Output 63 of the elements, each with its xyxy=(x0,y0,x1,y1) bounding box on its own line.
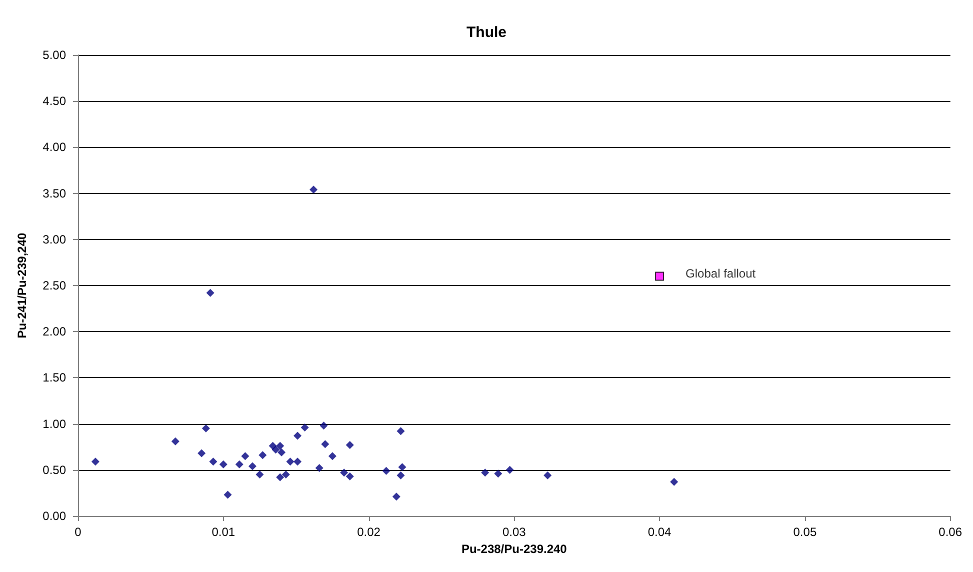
point xyxy=(300,423,309,432)
point xyxy=(320,422,328,430)
y-tick-label: 4.00 xyxy=(42,140,66,154)
y-tick-label: 0.50 xyxy=(42,462,66,477)
point xyxy=(235,460,244,468)
x-tick-label: 0.01 xyxy=(212,525,236,539)
y-tick-label: 1.50 xyxy=(42,370,66,385)
x-tick-label: 0.06 xyxy=(938,525,962,539)
point xyxy=(670,478,678,486)
y-tick-label: 1.00 xyxy=(42,416,66,431)
point xyxy=(494,470,502,478)
point xyxy=(481,468,490,477)
point xyxy=(224,490,232,499)
point xyxy=(256,470,264,479)
point xyxy=(202,424,210,432)
point xyxy=(346,441,354,450)
point xyxy=(91,458,100,466)
point xyxy=(198,449,206,458)
x-tick-label: 0 xyxy=(74,525,82,539)
point xyxy=(398,463,406,472)
point xyxy=(310,186,318,194)
point xyxy=(544,471,552,480)
y-tick-label: 2.00 xyxy=(42,324,66,339)
point xyxy=(294,432,302,440)
point xyxy=(506,466,514,474)
point xyxy=(248,462,256,470)
y-tick-label: 0.00 xyxy=(42,509,66,523)
point xyxy=(219,460,228,468)
point xyxy=(286,458,294,466)
y-tick-label: 2.50 xyxy=(42,278,66,292)
point xyxy=(276,442,284,450)
point xyxy=(206,288,214,297)
point xyxy=(278,448,286,456)
y-tick-label: 3.50 xyxy=(42,186,66,200)
point xyxy=(392,492,400,501)
point xyxy=(209,458,218,466)
point xyxy=(340,468,348,477)
point xyxy=(315,464,324,472)
point xyxy=(655,272,664,281)
point xyxy=(294,458,302,466)
y-tick-label: 4.50 xyxy=(42,94,66,108)
x-tick-label: 0.03 xyxy=(502,525,526,539)
y-tick-label: 5.00 xyxy=(42,48,66,62)
point xyxy=(321,440,330,448)
point xyxy=(382,466,390,475)
point xyxy=(396,471,405,480)
point xyxy=(171,437,180,446)
point xyxy=(328,452,336,460)
x-tick-label: 0.04 xyxy=(648,525,672,539)
point xyxy=(276,473,284,482)
point xyxy=(346,472,354,480)
x-axis-title: Pu-238/Pu-239.240 xyxy=(461,542,568,556)
y-axis-title: Pu-241/Pu-239,240 xyxy=(15,232,29,338)
point xyxy=(241,452,250,460)
y-tick-label: 3.00 xyxy=(42,232,66,246)
point xyxy=(396,427,405,436)
x-tick-label: 0.05 xyxy=(793,525,817,539)
point xyxy=(282,470,290,479)
chart-title: Thule xyxy=(466,24,506,41)
annotation: Global fallout xyxy=(686,266,756,280)
point xyxy=(272,446,280,454)
x-tick-label: 0.02 xyxy=(357,525,381,539)
point xyxy=(258,451,267,460)
